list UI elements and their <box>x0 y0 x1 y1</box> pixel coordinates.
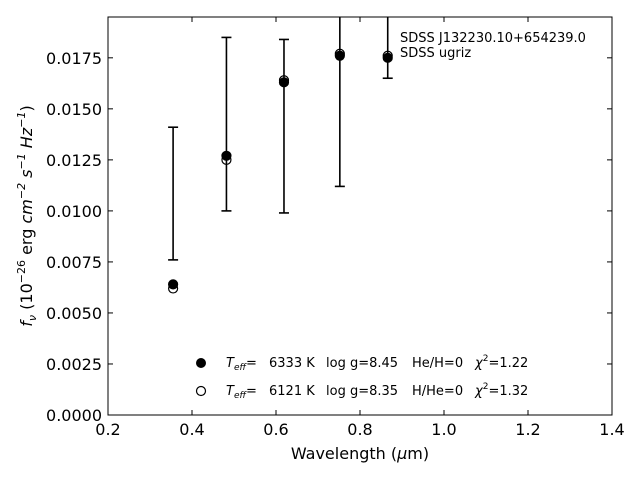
object-name-annotation: SDSS J132230.10+654239.0 <box>400 31 586 46</box>
model-point-filled <box>278 77 290 88</box>
y-tick-label: 0.0100 <box>46 202 102 221</box>
y-tick-label: 0.0000 <box>46 406 102 425</box>
model-point-open <box>278 75 290 86</box>
model-point-open <box>221 154 232 165</box>
x-tick-label: 1.0 <box>431 420 456 439</box>
x-tick-label: 0.4 <box>179 420 204 439</box>
y-tick-label: 0.0175 <box>46 49 102 68</box>
legend-marker-filled <box>196 358 206 368</box>
y-tick-label: 0.0025 <box>46 355 102 374</box>
y-tick-label: 0.0125 <box>46 151 102 170</box>
model-point-open <box>334 48 345 59</box>
error-bar <box>278 38 289 214</box>
error-bar <box>221 36 232 212</box>
axis-ticks: 0.2 0.4 0.6 0.8 1.0 1.2 1.4 0.0000 0.0025 0.0050 0… <box>46 17 625 439</box>
error-bar <box>334 17 345 188</box>
y-tick-label: 0.0150 <box>46 100 102 119</box>
x-tick-label: 1.4 <box>599 420 624 439</box>
error-bars <box>168 17 393 261</box>
legend-marker-open <box>195 385 207 397</box>
x-axis-label: Wavelength (μm) <box>291 444 429 463</box>
model-point-filled <box>334 50 345 61</box>
y-tick-label: 0.0075 <box>46 253 102 272</box>
x-tick-label: 0.8 <box>347 420 372 439</box>
error-bar <box>168 126 179 261</box>
x-tick-label: 0.2 <box>95 420 120 439</box>
error-bar <box>382 17 393 80</box>
x-tick-label: 1.2 <box>515 420 540 439</box>
data-markers <box>168 48 393 294</box>
model-point-open <box>168 283 179 294</box>
model-point-open <box>382 50 393 61</box>
y-axis-label: fν (10−26 erg cm−2 s−1 Hz−1) <box>15 105 39 326</box>
model-point-filled <box>382 52 393 63</box>
y-tick-label: 0.0050 <box>46 304 102 323</box>
x-tick-label: 0.6 <box>263 420 288 439</box>
filter-set-annotation: SDSS ugriz <box>400 46 471 61</box>
